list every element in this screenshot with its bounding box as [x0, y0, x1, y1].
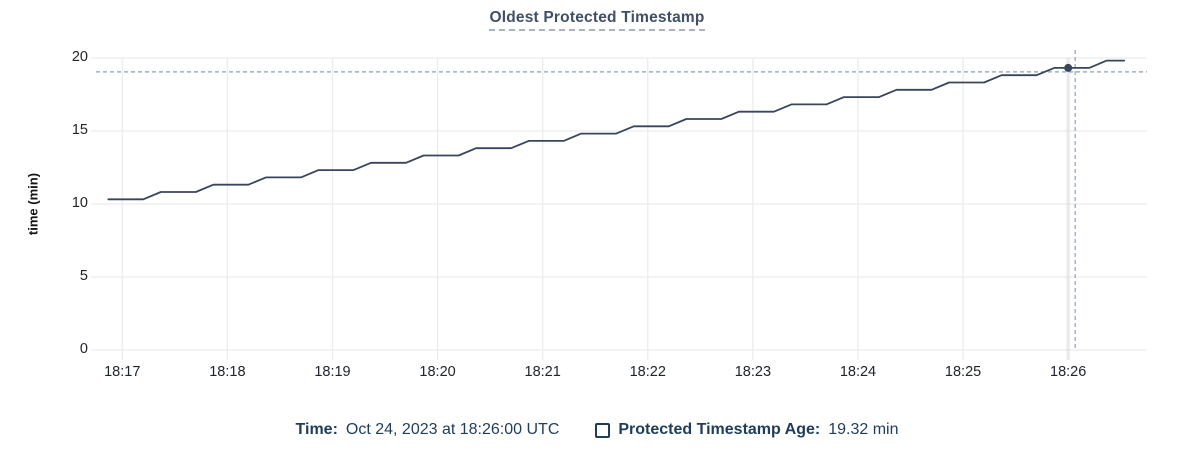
chart-title[interactable]: Oldest Protected Timestamp	[489, 9, 705, 31]
legend-time-label: Time:	[295, 421, 338, 438]
legend-checkbox-icon[interactable]	[595, 422, 611, 438]
chart-title-row: Oldest Protected Timestamp	[0, 9, 1194, 31]
legend-series-label: Protected Timestamp Age:	[618, 421, 821, 438]
hover-column-highlight	[1065, 58, 1071, 360]
legend-item-protected-timestamp-age[interactable]: Protected Timestamp Age: 19.32 min	[595, 421, 898, 439]
legend: Time: Oct 24, 2023 at 18:26:00 UTC Prote…	[0, 421, 1194, 439]
hover-point-dot	[1064, 63, 1073, 72]
legend-time-value: Oct 24, 2023 at 18:26:00 UTC	[345, 421, 560, 438]
legend-series-value: 19.32 min	[828, 421, 899, 438]
series-line-protected-timestamp-age	[107, 59, 1126, 201]
